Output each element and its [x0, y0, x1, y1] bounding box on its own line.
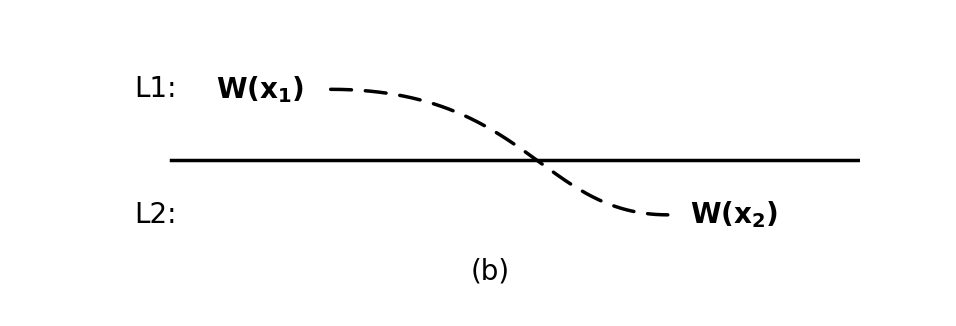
Text: L1:: L1:: [134, 75, 177, 103]
Text: L2:: L2:: [134, 201, 177, 229]
Text: (b): (b): [470, 257, 510, 285]
Text: $\mathbf{W(x_2)}$: $\mathbf{W(x_2)}$: [690, 200, 778, 230]
Text: $\mathbf{W(x_1)}$: $\mathbf{W(x_1)}$: [216, 74, 304, 105]
